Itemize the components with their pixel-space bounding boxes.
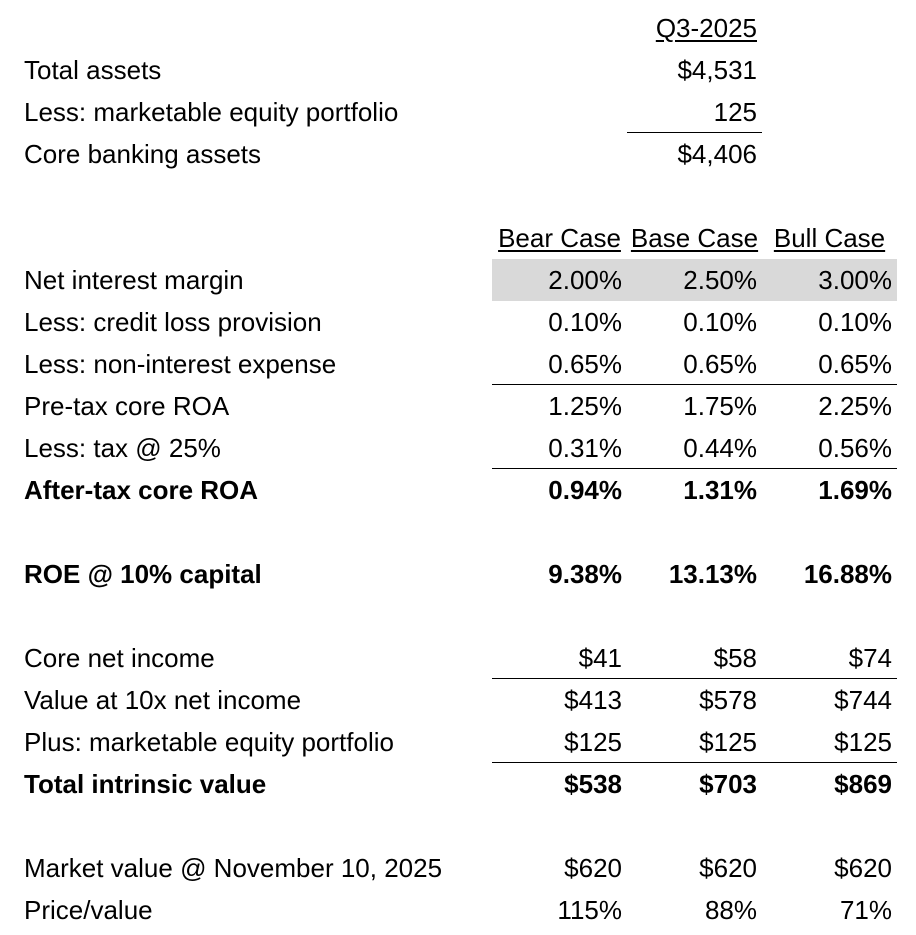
cell: $125 (762, 721, 897, 763)
cell: 125 (627, 91, 762, 133)
row-label: Plus: marketable equity portfolio (24, 727, 394, 757)
table-row: Core net income $41 $58 $74 (0, 637, 916, 679)
cell: $4,406 (677, 139, 757, 169)
header-bear-case: Bear Case (498, 223, 621, 253)
period-header-row: Q3-2025 (0, 7, 916, 49)
cell: 0.65% (492, 343, 627, 385)
row-label: Core banking assets (24, 139, 262, 169)
cell: 0.31% (492, 427, 627, 469)
cell: 1.69% (818, 475, 892, 505)
table-row: Less: non-interest expense 0.65% 0.65% 0… (0, 343, 916, 385)
cell: 9.38% (548, 559, 622, 589)
row-label: Less: credit loss provision (24, 307, 322, 337)
cell: 2.00% (548, 265, 622, 295)
row-label: After-tax core ROA (24, 475, 259, 505)
cell: $703 (699, 769, 757, 799)
cell: 0.10% (683, 307, 757, 337)
cell: 0.44% (627, 427, 762, 469)
table-row: Plus: marketable equity portfolio $125 $… (0, 721, 916, 763)
cell: 0.10% (818, 307, 892, 337)
cell: $620 (564, 853, 622, 883)
table-row: Less: marketable equity portfolio 125 (0, 91, 916, 133)
cell: 0.94% (548, 475, 622, 505)
cell: 0.56% (762, 427, 897, 469)
table-row: Less: credit loss provision 0.10% 0.10% … (0, 301, 916, 343)
table-row: Market value @ November 10, 2025 $620 $6… (0, 847, 916, 889)
cell: $74 (762, 637, 897, 679)
cell: 0.10% (548, 307, 622, 337)
cell: $4,531 (677, 55, 757, 85)
cell: 1.31% (683, 475, 757, 505)
row-label: ROE @ 10% capital (24, 559, 262, 589)
row-label: Net interest margin (24, 265, 244, 295)
header-bull-case: Bull Case (773, 223, 886, 253)
cell: $125 (492, 721, 627, 763)
table-row: Pre-tax core ROA 1.25% 1.75% 2.25% (0, 385, 916, 427)
cell: 115% (557, 895, 622, 925)
cell: 3.00% (818, 265, 892, 295)
row-label: Market value @ November 10, 2025 (24, 853, 443, 883)
cell: 88% (704, 895, 757, 925)
cell: 2.50% (683, 265, 757, 295)
cell: 2.25% (818, 391, 892, 421)
cell: $578 (699, 685, 757, 715)
cell: $620 (834, 853, 892, 883)
cell: 16.88% (803, 559, 892, 589)
table-row: Value at 10x net income $413 $578 $744 (0, 679, 916, 721)
table-row: Price/value 115% 88% 71% (0, 889, 916, 931)
table-row: After-tax core ROA 0.94% 1.31% 1.69% (0, 469, 916, 511)
table-row: Net interest margin 2.00% 2.50% 3.00% (0, 259, 916, 301)
header-base-case: Base Case (630, 223, 759, 253)
row-label: Value at 10x net income (24, 685, 302, 715)
table-row: ROE @ 10% capital 9.38% 13.13% 16.88% (0, 553, 916, 595)
cell: 1.25% (548, 391, 622, 421)
row-label: Less: marketable equity portfolio (24, 97, 399, 127)
scenario-header-row: Bear Case Base Case Bull Case (0, 217, 916, 259)
cell: $869 (834, 769, 892, 799)
cell: $620 (699, 853, 757, 883)
table-row: Total assets $4,531 (0, 49, 916, 91)
row-label: Less: tax @ 25% (24, 433, 221, 463)
cell: $538 (564, 769, 622, 799)
cell: $744 (834, 685, 892, 715)
row-label: Core net income (24, 643, 215, 673)
cell: 0.65% (762, 343, 897, 385)
cell: $58 (627, 637, 762, 679)
row-label: Price/value (24, 895, 153, 925)
table-row: Less: tax @ 25% 0.31% 0.44% 0.56% (0, 427, 916, 469)
input-shading (492, 259, 897, 301)
table-row: Core banking assets $4,406 (0, 133, 916, 175)
cell: 13.13% (668, 559, 757, 589)
cell: $125 (627, 721, 762, 763)
cell: 1.75% (683, 391, 757, 421)
row-label: Less: non-interest expense (24, 349, 337, 379)
row-label: Total intrinsic value (24, 769, 267, 799)
cell: 0.65% (627, 343, 762, 385)
row-label: Pre-tax core ROA (24, 391, 230, 421)
table-row: Total intrinsic value $538 $703 $869 (0, 763, 916, 805)
cell: $41 (492, 637, 627, 679)
cell: 71% (839, 895, 892, 925)
row-label: Total assets (24, 55, 162, 85)
period-header: Q3-2025 (655, 13, 757, 43)
cell: $413 (564, 685, 622, 715)
